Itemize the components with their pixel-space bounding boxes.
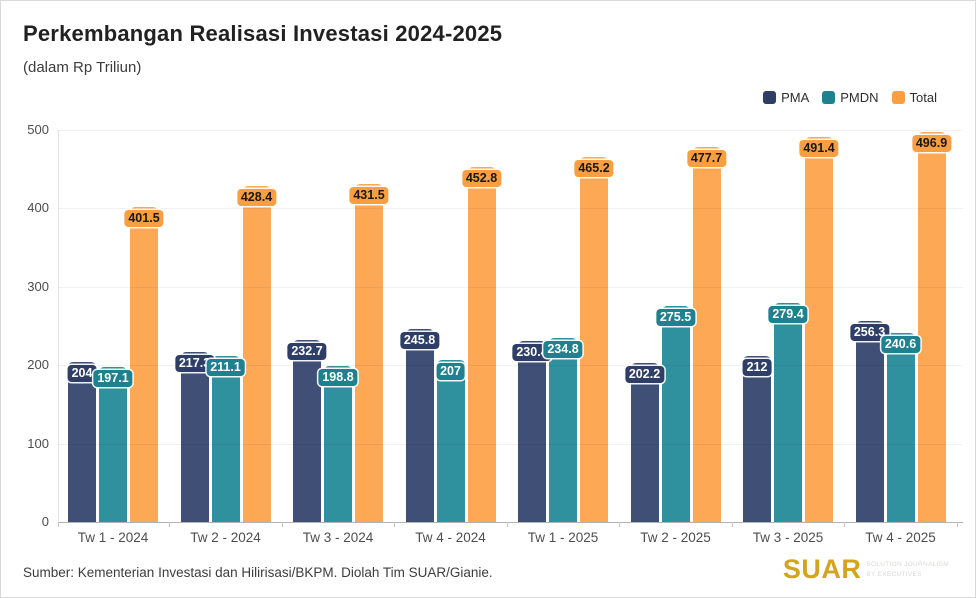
bar-total-7[interactable] [805,136,833,522]
value-label-total-2: 428.4 [236,189,277,207]
x-axis-label-1: Tw 1 - 2024 [77,530,149,545]
value-label-pmdn-1: 197.1 [93,370,133,388]
x-axis-tick-4 [506,522,508,527]
gridline-300 [58,286,963,288]
bar-total-5[interactable] [580,157,608,522]
value-label-pmdn-6: 275.5 [655,309,696,326]
gridline-500 [58,130,963,131]
bar-pmdn-5[interactable] [549,337,577,522]
x-axis-label-4: Tw 4 - 2024 [415,530,486,545]
bar-pmdn-4[interactable] [436,359,465,522]
y-tick-label-500: 500 [27,122,49,137]
suar-logo-text: SUAR [782,554,862,584]
value-label-total-3: 431.5 [349,186,389,204]
x-axis-label-3: Tw 3 - 2024 [302,530,374,545]
y-tick-label-400: 400 [27,200,49,216]
x-axis-label-5: Tw 1 - 2025 [527,530,599,545]
value-label-pmdn-4: 207 [436,362,465,380]
bar-total-4[interactable] [467,167,496,522]
value-label-total-5: 465.2 [574,160,614,178]
x-axis-label-8: Tw 4 - 2025 [865,530,936,545]
bar-pmdn-3[interactable] [324,366,352,522]
value-label-pma-3: 232.7 [287,342,327,360]
value-label-pmdn-3: 198.8 [318,369,358,387]
bar-pmdn-7[interactable] [774,302,802,522]
suar-logo-tagline-line1: SOLUTION JOURNALISM [866,561,949,569]
y-tick-label-300: 300 [27,278,49,294]
value-label-total-7: 491.4 [799,139,839,157]
x-axis-label-2: Tw 2 - 2024 [190,530,261,545]
value-label-pma-1: 204 [67,365,97,383]
source-note: Sumber: Kementerian Investasi dan Hiliri… [23,565,493,580]
x-axis-tick-6 [731,522,733,527]
x-axis-tick-7 [844,522,846,527]
suar-logo-tagline-line2: BY EXECUTIVES [866,570,922,578]
bar-pma-1[interactable] [68,362,96,522]
y-tick-label-0: 0 [41,514,49,529]
chart-plot-area [58,130,964,522]
value-label-total-4: 452.8 [461,170,502,187]
value-label-pma-2: 217.3 [174,354,215,372]
legend-label-pma: PMA [781,90,810,105]
suar-logo: SUAR SOLUTION JOURNALISM BY EXECUTIVES [783,554,949,585]
x-axis-line [58,522,963,523]
gridline-200 [58,365,963,367]
x-axis-tick-8 [956,522,958,527]
suar-logo-tagline: SOLUTION JOURNALISM BY EXECUTIVES [866,560,949,578]
bar-pmdn-1[interactable] [99,367,127,522]
legend-item-pmdn: PMDN [822,90,879,105]
gridline-400 [58,208,963,210]
bar-total-3[interactable] [355,183,383,522]
bar-pma-6[interactable] [630,363,659,522]
legend: PMA PMDN Total [763,90,937,105]
bar-total-1[interactable] [130,207,158,522]
bar-pmdn-2[interactable] [211,356,240,522]
x-axis-label-6: Tw 2 - 2025 [640,530,711,545]
x-axis-label-7: Tw 3 - 2025 [752,530,824,545]
y-tick-label-100: 100 [27,435,49,451]
page-subtitle: (dalam Rp Triliun) [23,59,142,76]
value-label-pma-6: 202.2 [624,366,665,384]
x-axis-tick-3 [394,522,396,527]
value-label-pma-4: 245.8 [399,332,440,350]
page-title: Perkembangan Realisasi Investasi 2024-20… [23,21,503,46]
x-axis-tick-2 [281,522,283,527]
bar-pma-8[interactable] [855,321,884,522]
legend-label-total: Total [909,90,937,105]
value-label-pmdn-5: 234.8 [543,340,583,358]
x-axis-tick-5 [619,522,621,527]
bar-pma-7[interactable] [743,355,771,522]
bar-total-8[interactable] [917,132,946,522]
legend-swatch-pmdn [822,91,836,104]
value-label-pmdn-2: 211.1 [206,359,245,377]
value-label-pmdn-7: 279.4 [768,305,808,323]
legend-label-pmdn: PMDN [840,90,879,105]
value-label-pma-7: 212 [742,358,772,376]
bar-pmdn-8[interactable] [886,333,915,522]
bar-pmdn-6[interactable] [661,306,690,522]
value-label-total-8: 496.9 [911,135,952,153]
bar-total-6[interactable] [692,147,721,522]
bar-pma-3[interactable] [293,339,321,522]
legend-swatch-pma [763,91,777,104]
x-axis-tick-1 [169,522,171,527]
value-label-pma-8: 256.3 [849,324,890,342]
value-label-pma-5: 230.4 [512,344,552,362]
x-axis-tick-0 [58,522,59,527]
legend-swatch-total [891,91,905,104]
bar-total-2[interactable] [242,186,271,522]
legend-item-pma: PMA [763,90,809,105]
bar-pma-2[interactable] [180,351,209,522]
bar-pma-4[interactable] [405,329,434,522]
gridline-100 [58,443,963,445]
bar-pma-5[interactable] [518,341,546,522]
value-label-pmdn-8: 240.6 [880,336,921,354]
legend-item-total: Total [891,90,937,105]
value-label-total-1: 401.5 [124,210,164,228]
value-label-total-6: 477.7 [686,150,727,168]
y-tick-label-200: 200 [27,357,49,373]
